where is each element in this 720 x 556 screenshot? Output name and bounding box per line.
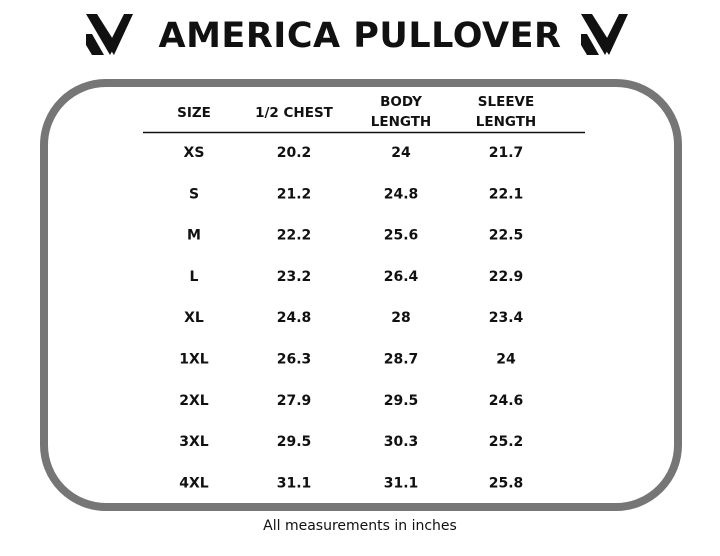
- cell: 21.7: [489, 145, 524, 161]
- cell: 28: [391, 310, 410, 326]
- cell: 22.1: [489, 186, 524, 202]
- cell: 26.3: [277, 352, 312, 368]
- size-label: 4XL: [179, 475, 209, 491]
- logo-left: [86, 14, 133, 55]
- title: AMERICA PULLOVER: [159, 16, 562, 56]
- column-header: BODY: [380, 94, 422, 110]
- cell: 31.1: [384, 475, 419, 491]
- size-label: XS: [184, 145, 205, 161]
- column-header: LENGTH: [476, 114, 536, 130]
- cell: 24.6: [489, 393, 524, 409]
- cell: 25.8: [489, 475, 524, 491]
- cell: 31.1: [277, 475, 312, 491]
- column-header: 1/2 CHEST: [255, 105, 334, 121]
- cell: 25.2: [489, 434, 524, 450]
- cell: 27.9: [277, 393, 312, 409]
- footnote: All measurements in inches: [263, 518, 457, 534]
- size-label: 2XL: [179, 393, 209, 409]
- size-label: 1XL: [179, 352, 209, 368]
- cell: 24.8: [277, 310, 312, 326]
- cell: 23.2: [277, 269, 312, 285]
- cell: 24: [391, 145, 411, 161]
- size-label: S: [189, 186, 199, 202]
- cell: 20.2: [277, 145, 312, 161]
- cell: 21.2: [277, 186, 312, 202]
- cell: 26.4: [384, 269, 419, 285]
- size-label: M: [187, 228, 201, 244]
- table-frame: [40, 79, 682, 511]
- column-header: SIZE: [177, 105, 211, 121]
- logo-right: [581, 14, 628, 55]
- cell: 22.9: [489, 269, 524, 285]
- cell: 24.8: [384, 186, 419, 202]
- cell: 22.2: [277, 228, 312, 244]
- size-label: L: [190, 269, 199, 285]
- column-header: SLEEVE: [478, 94, 534, 110]
- size-label: XL: [184, 310, 204, 326]
- cell: 25.6: [384, 228, 419, 244]
- cell: 28.7: [384, 352, 419, 368]
- cell: 30.3: [384, 434, 419, 450]
- size-label: 3XL: [179, 434, 209, 450]
- cell: 24: [496, 352, 516, 368]
- cell: 23.4: [489, 310, 524, 326]
- cell: 29.5: [277, 434, 312, 450]
- table: SIZE 1/2 CHEST BODY LENGTH SLEEVE LENGTH XS 20.…: [177, 94, 536, 491]
- column-header: LENGTH: [371, 114, 431, 130]
- cell: 22.5: [489, 228, 524, 244]
- cell: 29.5: [384, 393, 419, 409]
